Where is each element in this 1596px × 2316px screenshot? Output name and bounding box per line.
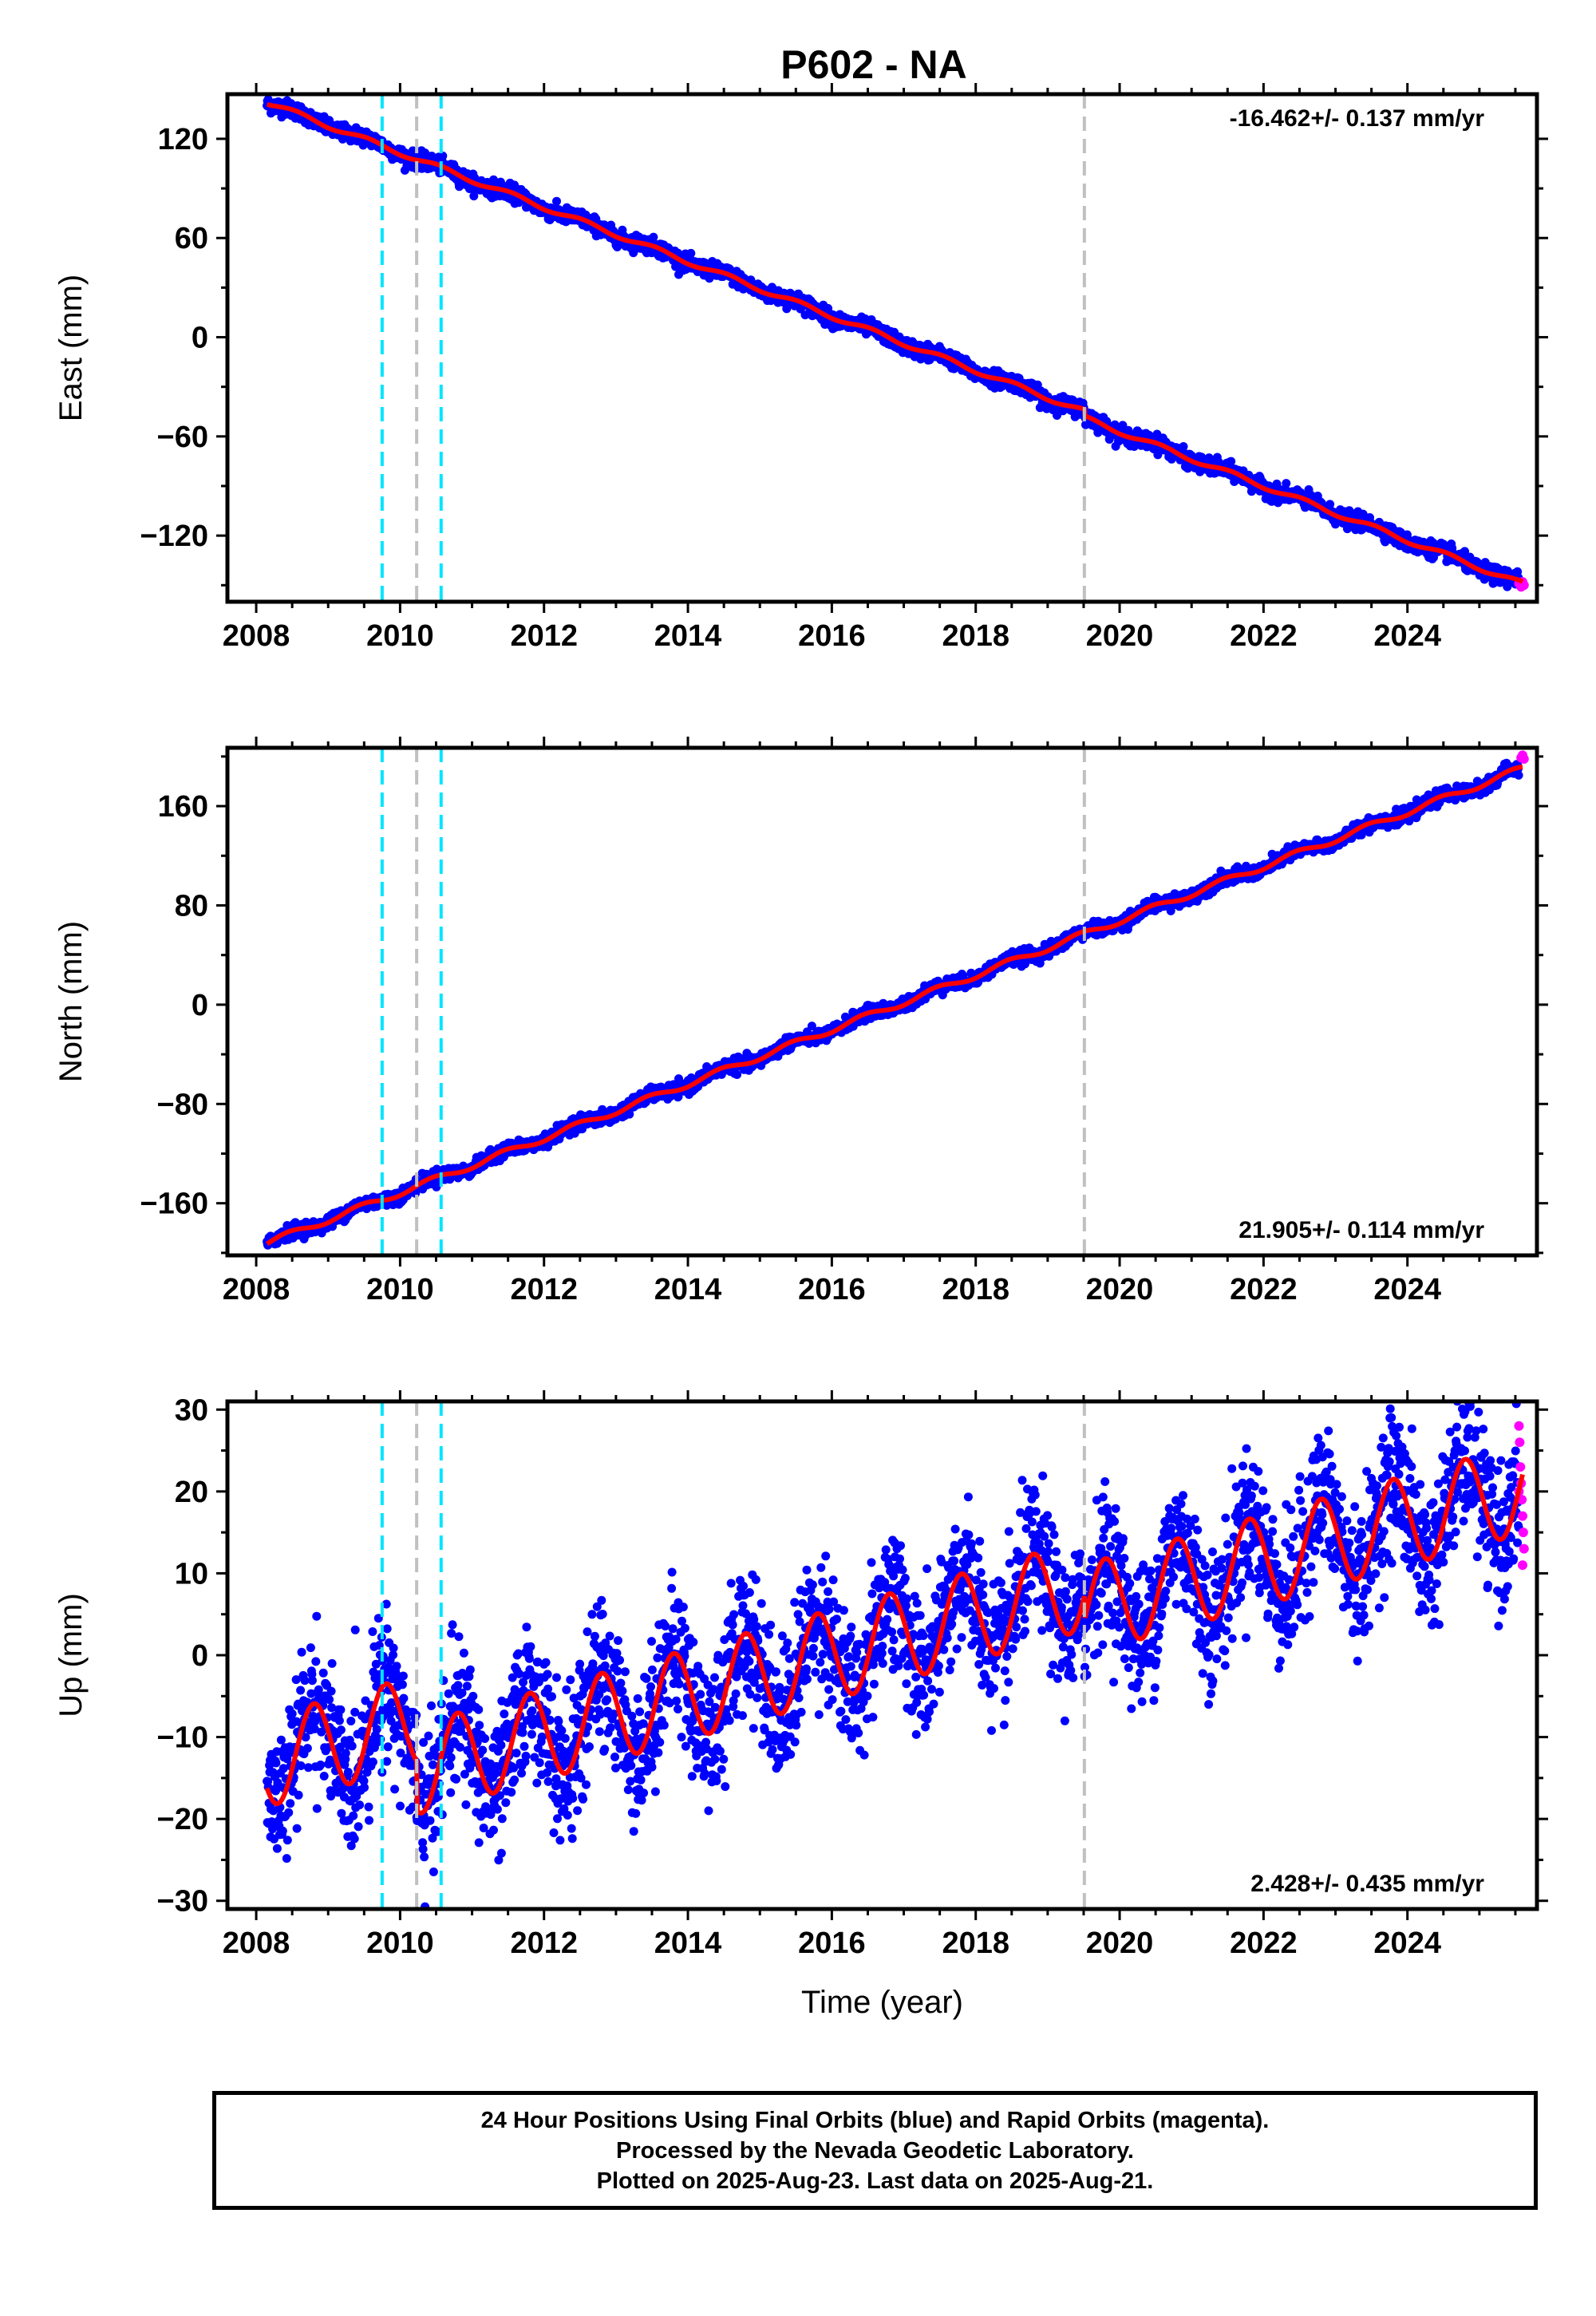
y-axis-label: East (mm) — [53, 275, 89, 421]
y-tick-label: 120 — [158, 123, 208, 156]
x-tick-label: 2016 — [798, 619, 866, 653]
x-tick-label: 2014 — [654, 619, 722, 653]
x-tick-label: 2020 — [1086, 619, 1154, 653]
data-point — [552, 196, 561, 206]
data-point — [649, 232, 658, 242]
x-tick-label: 2008 — [223, 619, 290, 653]
final-orbit-points — [263, 758, 1523, 1250]
data-point — [1179, 442, 1188, 451]
x-tick-label: 2010 — [366, 619, 434, 653]
panel-east: 2008 2010 2012 2014 2016 2018 2020 2022 2024 −120… — [53, 83, 1548, 653]
x-tick-label: 2022 — [1230, 619, 1298, 653]
y-tick-label: −60 — [157, 421, 208, 454]
y-tick-label: 60 — [175, 222, 208, 255]
data-point — [733, 1070, 742, 1079]
data-point — [469, 192, 479, 201]
data-point — [1227, 456, 1236, 466]
x-tick-label: 2018 — [942, 619, 1009, 653]
y-tick-label: 0 — [192, 322, 208, 355]
data-point — [686, 248, 696, 258]
y-tick-label: −120 — [140, 520, 208, 553]
panel-north: 2008 2010 2012 2014 2016 2018 2020 2022 2024−160… — [53, 737, 1548, 1306]
chart-title: P602 - NA — [780, 42, 967, 87]
data-point — [438, 151, 448, 160]
rate-label: -16.462+/- 0.137 mm/yr — [1230, 105, 1485, 132]
data-point — [1282, 479, 1291, 488]
x-tick-label: 2024 — [1373, 619, 1441, 653]
x-tick-label: 2012 — [510, 619, 578, 653]
